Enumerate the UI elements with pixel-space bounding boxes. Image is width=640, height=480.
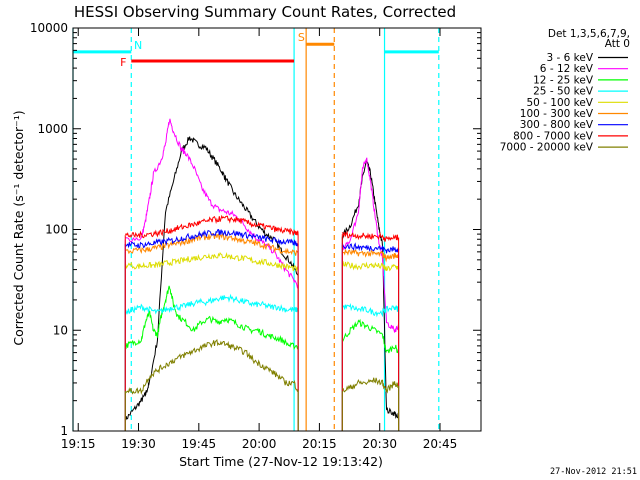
legend-label-5: 100 - 300 keV	[520, 108, 594, 120]
series-line-5-1	[342, 248, 400, 263]
series-1	[124, 118, 400, 431]
y-tick-label-2: 100	[45, 223, 68, 237]
legend-label-7: 800 - 7000 keV	[513, 130, 594, 142]
series-line-7-0	[124, 214, 299, 239]
series-line-4-1	[341, 260, 400, 272]
y-tick-label-0: 1	[60, 424, 68, 438]
y-axis-label: Corrected Count Rate (s⁻¹ detector⁻¹)	[11, 110, 26, 345]
footer-timestamp: 27-Nov-2012 21:51	[550, 467, 637, 477]
series-line-8-1	[342, 377, 400, 394]
y-tick-label-3: 1000	[37, 122, 68, 136]
legend-label-6: 300 - 800 keV	[520, 119, 594, 131]
series-0	[124, 136, 400, 431]
annotation-layer: NF S	[72, 28, 440, 431]
legend-label-2: 12 - 25 keV	[533, 74, 594, 86]
series-line-3-0	[124, 293, 299, 316]
series-line-2-0	[124, 285, 299, 351]
x-tick-label-5: 20:30	[362, 437, 397, 451]
y-tick-label-4: 10000	[30, 21, 68, 35]
legend-label-0: 3 - 6 keV	[546, 52, 593, 64]
series-line-6-0	[124, 228, 299, 249]
series-4	[124, 251, 400, 431]
x-tick-label-4: 20:15	[302, 437, 337, 451]
axis-layer: 19:15 19:30 19:45 20:00 20:15 20:30 20:45 1 10 10…	[30, 21, 481, 451]
series-line-7-1	[341, 230, 400, 242]
legend-label-8: 7000 - 20000 keV	[500, 142, 594, 154]
legend-label-3: 25 - 50 keV	[533, 86, 594, 98]
series-line-6-1	[341, 242, 399, 254]
series-line-8-0	[124, 338, 299, 395]
series-line-4-0	[124, 251, 299, 272]
flag-label-F: F	[120, 56, 126, 69]
legend-label-1: 6 - 12 keV	[540, 63, 594, 75]
series-line-0-1	[341, 158, 400, 420]
series-line-1-1	[342, 157, 399, 333]
flag-label-N: N	[134, 39, 142, 52]
x-tick-label-3: 20:00	[242, 437, 277, 451]
legend-header-0: Det 1,3,5,6,7,9,	[548, 28, 630, 40]
legend-label-4: 50 - 100 keV	[526, 97, 593, 109]
y-tick-label-1: 10	[53, 323, 68, 337]
series-line-0-0	[124, 136, 299, 423]
series-8	[124, 338, 400, 431]
chart-title: HESSI Observing Summary Count Rates, Cor…	[74, 3, 456, 21]
series-layer	[124, 118, 400, 431]
series-line-1-0	[125, 118, 299, 289]
series-line-2-1	[341, 318, 400, 354]
series-line-3-1	[342, 302, 400, 318]
x-tick-label-2: 19:45	[182, 437, 217, 451]
legend-header-1: Att 0	[605, 38, 630, 50]
x-tick-label-0: 19:15	[61, 437, 96, 451]
x-tick-label-1: 19:30	[121, 437, 156, 451]
x-axis-label: Start Time (27-Nov-12 19:13:42)	[179, 454, 383, 469]
x-tick-label-6: 20:45	[423, 437, 458, 451]
flag-label-S: S	[298, 31, 305, 44]
